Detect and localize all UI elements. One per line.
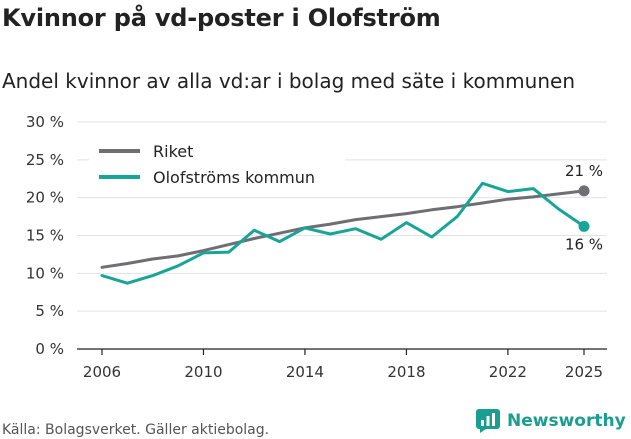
x-tick-label: 2018 [387,363,425,381]
x-tick-label: 2025 [565,363,603,381]
legend: Riket Olofströms kommun [89,136,345,192]
legend-label: Riket [153,142,193,161]
y-tick-label: 0 % [35,340,64,358]
y-tick-label: 10 % [26,264,64,282]
series: 21 % 16 % [100,162,603,285]
end-point-riket [578,185,590,197]
series-line-riket [100,189,586,269]
y-tick-label: 20 % [26,189,64,207]
y-tick-label: 25 % [26,151,64,169]
y-tick-label: 30 % [26,113,64,131]
y-tick-label: 15 % [26,227,64,245]
chart-subtitle: Andel kvinnor av alla vd:ar i bolag med … [2,69,575,93]
brand-logo: Newsworthy [476,409,626,433]
x-tick-label: 2014 [286,363,324,381]
end-point-olofstrom [578,220,590,232]
series-line-olofstrom [100,181,586,285]
x-tick-label: 2006 [83,363,121,381]
chart-title: Kvinnor på vd-poster i Olofström [2,4,441,32]
newsworthy-logo-icon [476,409,500,433]
end-label-olofstrom: 16 % [565,235,603,253]
brand-name: Newsworthy [507,411,626,431]
axes: 0 % 5 % 10 % 15 % 20 % 25 % 30 % 2006 2010 2014 20… [26,113,607,381]
source-note: Källa: Bolagsverket. Gäller aktiebolag. [2,422,270,438]
x-tick-label: 2022 [489,363,527,381]
legend-background [89,136,345,192]
end-label-riket: 21 % [565,162,603,180]
y-tick-label: 5 % [35,302,64,320]
x-tick-label: 2010 [184,363,222,381]
legend-label: Olofströms kommun [153,168,315,187]
line-chart: 0 % 5 % 10 % 15 % 20 % 25 % 30 % 2006 2010 2014 20… [26,113,607,381]
